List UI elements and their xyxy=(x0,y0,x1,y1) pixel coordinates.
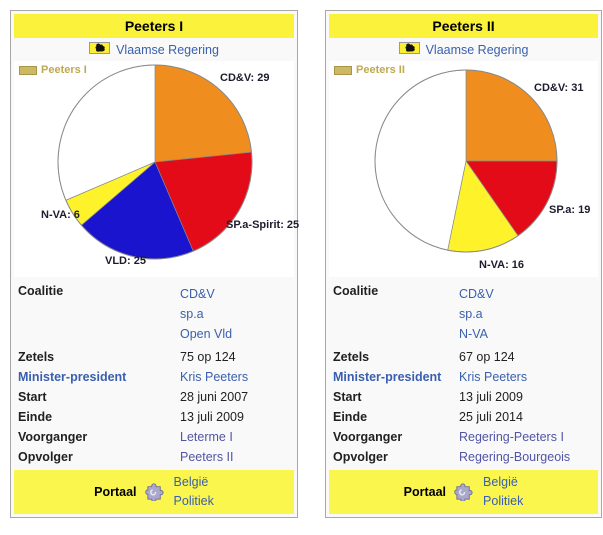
row-opvolger: Opvolger Regering-Bourgeois xyxy=(331,447,596,467)
pie-slice-label: N-VA: 16 xyxy=(479,259,525,271)
portal-footer: Portaal België Politiek xyxy=(329,470,598,514)
government-link[interactable]: Vlaamse Regering xyxy=(116,42,219,57)
row-coalitie: Coalitie CD&V sp.a Open Vld xyxy=(16,281,292,347)
row-label: Voorganger xyxy=(18,430,88,444)
row-start: Start 28 juni 2007 xyxy=(16,387,292,407)
portal-link-belgie[interactable]: België xyxy=(483,475,518,489)
row-value: CD&V sp.a Open Vld xyxy=(180,284,290,344)
row-zetels: Zetels 75 op 124 xyxy=(16,347,292,367)
row-coalitie: Coalitie CD&V sp.a N-VA xyxy=(331,281,596,347)
pie-slice-label: SP.a-Spirit: 25 xyxy=(226,219,300,231)
pie-slice-label: CD&V: 29 xyxy=(220,72,270,84)
row-label: Coalitie xyxy=(18,284,64,298)
info-table: Coalitie CD&V sp.a N-VA Zetels 67 op 124… xyxy=(329,277,598,467)
government-link[interactable]: Vlaamse Regering xyxy=(425,42,529,57)
puzzle-piece-icon xyxy=(144,480,167,504)
page: Peeters I Vlaamse Regering Peeters I CD&… xyxy=(10,10,602,518)
row-label: Start xyxy=(18,390,47,404)
successor-link[interactable]: Regering-Bourgeois xyxy=(459,450,571,464)
pie-slice-label: N-VA: 6 xyxy=(41,209,80,221)
coalition-party-link[interactable]: CD&V xyxy=(180,287,215,301)
legend-flag-icon xyxy=(334,65,352,75)
infobox-peeters-1: Peeters I Vlaamse Regering Peeters I CD&… xyxy=(10,10,299,518)
infobox-title: Peeters II xyxy=(329,14,598,38)
portal-links: België Politiek xyxy=(174,473,214,511)
row-value: 13 juli 2009 xyxy=(180,410,244,424)
predecessor-link[interactable]: Regering-Peeters I xyxy=(459,430,564,444)
legend-label: Peeters II xyxy=(356,64,405,76)
row-value: 75 op 124 xyxy=(180,350,236,364)
row-minister-president: Minister-president Kris Peeters xyxy=(331,367,596,387)
portal-link-belgie[interactable]: België xyxy=(173,475,209,489)
successor-link[interactable]: Peeters II xyxy=(180,450,234,464)
row-opvolger: Opvolger Peeters II xyxy=(16,447,292,467)
row-label-link[interactable]: Minister-president xyxy=(333,370,442,384)
row-voorganger: Voorganger Regering-Peeters I xyxy=(331,427,596,447)
pie-slice-label: SP.a: 19 xyxy=(549,204,591,216)
portal-link-politiek[interactable]: Politiek xyxy=(483,494,524,508)
row-label: Einde xyxy=(333,410,368,424)
pie-chart-area: Peeters II CD&V: 31 SP.a: 19 N-VA: 16 xyxy=(329,61,598,277)
row-zetels: Zetels 67 op 124 xyxy=(331,347,596,367)
row-value: 67 op 124 xyxy=(459,350,515,364)
row-value: 28 juni 2007 xyxy=(180,390,249,404)
portal-label: Portaal xyxy=(94,485,137,499)
chart-legend-badge: Peeters I xyxy=(19,64,87,76)
coalition-party-link[interactable]: Open Vld xyxy=(180,327,233,341)
subtitle-row: Vlaamse Regering xyxy=(14,38,294,60)
row-start: Start 13 juli 2009 xyxy=(331,387,596,407)
coalition-party-link[interactable]: sp.a xyxy=(180,307,204,321)
row-label: Coalitie xyxy=(333,284,379,298)
row-einde: Einde 25 juli 2014 xyxy=(331,407,596,427)
minister-president-link[interactable]: Kris Peeters xyxy=(180,370,249,384)
pie-slice-label: CD&V: 31 xyxy=(534,82,584,94)
row-label: Opvolger xyxy=(333,450,388,464)
row-value: CD&V sp.a N-VA xyxy=(459,284,594,344)
coalition-party-link[interactable]: CD&V xyxy=(459,287,494,301)
portal-link-politiek[interactable]: Politiek xyxy=(173,494,214,508)
row-label: Start xyxy=(333,390,362,404)
flemish-lion-flag-icon xyxy=(89,42,111,57)
row-value: 25 juli 2014 xyxy=(459,410,523,424)
portal-links: België Politiek xyxy=(483,473,523,511)
infobox-title: Peeters I xyxy=(14,14,294,38)
legend-flag-icon xyxy=(19,65,37,75)
info-table: Coalitie CD&V sp.a Open Vld Zetels 75 op… xyxy=(14,277,294,467)
row-value: 13 juli 2009 xyxy=(459,390,523,404)
coalition-party-link[interactable]: sp.a xyxy=(459,307,483,321)
pie-outline xyxy=(374,69,558,253)
pie-slice-label: VLD: 25 xyxy=(105,255,146,267)
row-label: Zetels xyxy=(333,350,370,364)
pie-slice xyxy=(374,69,467,251)
pie-chart-area: Peeters I CD&V: 29 SP.a-Spirit: 25 VLD: 25… xyxy=(14,61,299,277)
predecessor-link[interactable]: Leterme I xyxy=(180,430,233,444)
subtitle-row: Vlaamse Regering xyxy=(329,38,598,60)
row-label: Zetels xyxy=(18,350,55,364)
portal-footer: Portaal België Politiek xyxy=(14,470,294,514)
coalition-party-link[interactable]: N-VA xyxy=(459,327,488,341)
row-label: Opvolger xyxy=(18,450,73,464)
row-voorganger: Voorganger Leterme I xyxy=(16,427,292,447)
pie-outline xyxy=(57,64,253,260)
flemish-lion-flag-icon xyxy=(398,42,420,57)
row-einde: Einde 13 juli 2009 xyxy=(16,407,292,427)
row-label: Einde xyxy=(18,410,53,424)
row-minister-president: Minister-president Kris Peeters xyxy=(16,367,292,387)
chart-legend-badge: Peeters II xyxy=(334,64,405,76)
row-label: Voorganger xyxy=(333,430,403,444)
legend-label: Peeters I xyxy=(41,64,87,76)
row-label-link[interactable]: Minister-president xyxy=(18,370,127,384)
portal-label: Portaal xyxy=(403,485,447,499)
infobox-peeters-2: Peeters II Vlaamse Regering Peeters II C… xyxy=(325,10,602,518)
minister-president-link[interactable]: Kris Peeters xyxy=(459,370,528,384)
puzzle-piece-icon xyxy=(453,480,476,504)
